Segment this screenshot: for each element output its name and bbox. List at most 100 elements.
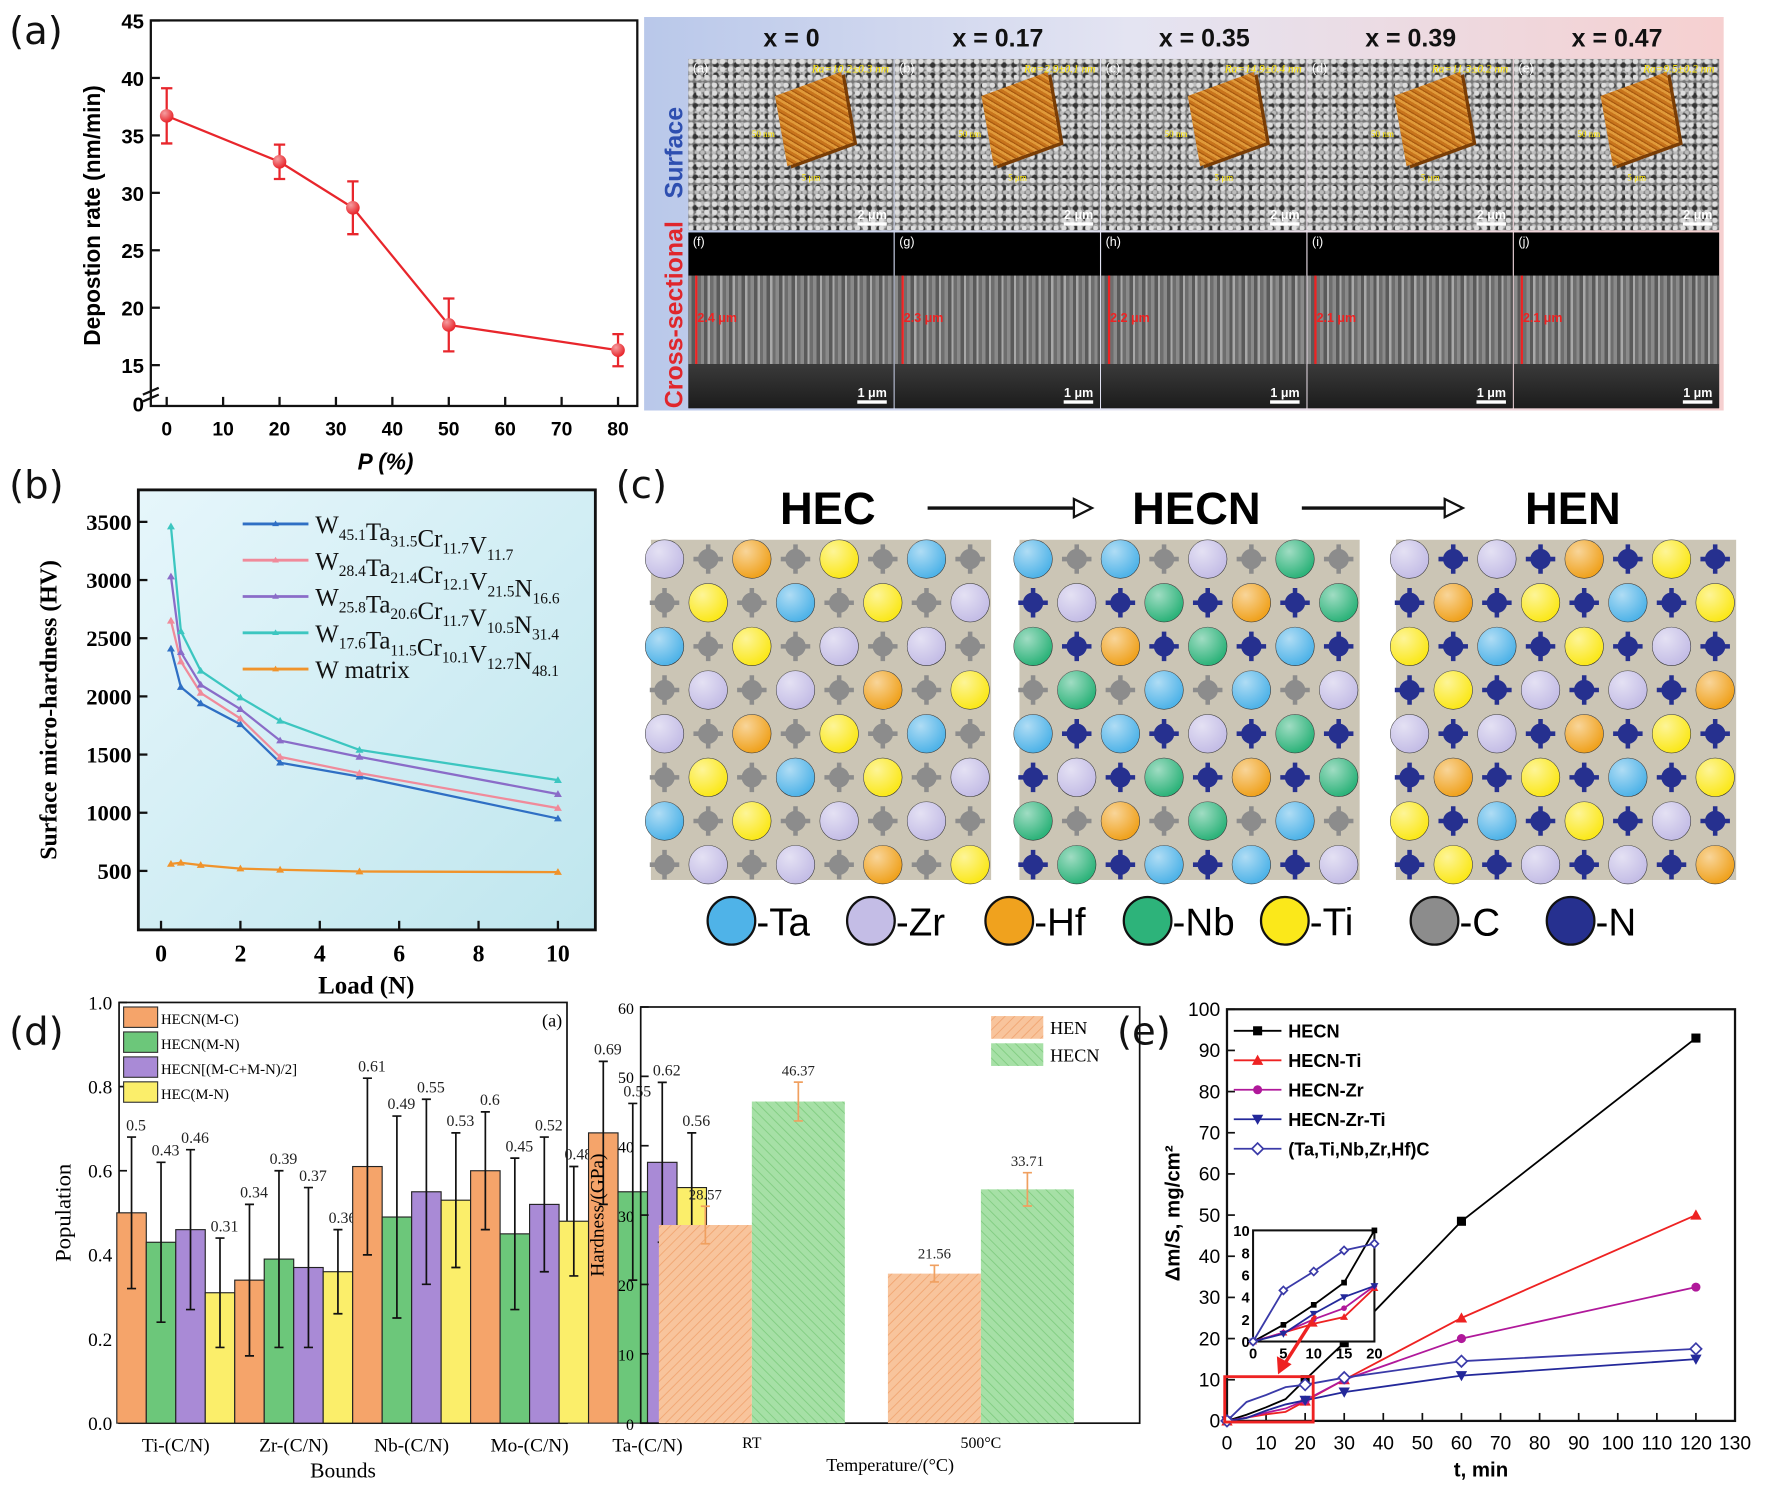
data-point: [1456, 1216, 1466, 1226]
data-point: [276, 758, 285, 766]
inset-x-tick-label: 5: [1279, 1347, 1287, 1363]
data-point: [553, 804, 562, 811]
data-point: [236, 864, 245, 872]
inset-y-tick-label: 2: [1241, 1313, 1249, 1329]
bar: [980, 1189, 1074, 1424]
atom-highlight: [1101, 801, 1140, 841]
nitrogen-atom: [1328, 723, 1349, 744]
atom-highlight: [1564, 627, 1604, 666]
atom-highlight: [1652, 627, 1691, 666]
atom-highlight: [950, 583, 990, 622]
data-point: [1250, 1141, 1265, 1156]
atom-highlight: [732, 714, 772, 753]
formula-element: V: [469, 641, 487, 668]
crystal-hecn: HECN: [1013, 483, 1360, 885]
afm-side-label: 5 μm: [1008, 172, 1027, 183]
atom-highlight: [776, 670, 815, 710]
atom-highlight: [1057, 758, 1097, 797]
bar: [887, 1273, 981, 1424]
y-tick-label: 0.0: [88, 1414, 112, 1435]
formula-subscript: 16.6: [533, 590, 560, 607]
data-point: [236, 720, 245, 728]
atom-highlight: [1319, 845, 1358, 884]
data-point: [553, 814, 562, 822]
carbon-atom: [828, 592, 850, 613]
carbon-atom: [741, 679, 763, 701]
formula-element: V: [469, 605, 487, 632]
atom-highlight: [1608, 758, 1648, 797]
cross-section-sem-image: (g) 2.3 μm 1 μm: [894, 232, 1100, 409]
panel-label-d: (d): [9, 1009, 64, 1055]
nitrogen-atom: [1486, 592, 1508, 613]
scale-bar: 1 μm: [1476, 387, 1506, 404]
atom-highlight: [1319, 758, 1358, 797]
atom-highlight: [1433, 758, 1473, 797]
data-point-highlight: [159, 109, 174, 123]
bar-value-label: 0.5: [126, 1117, 146, 1134]
x-tick-label: 50: [1412, 1433, 1433, 1454]
column-header: x = 0.39: [1365, 23, 1457, 53]
y-tick-label: 20: [121, 299, 144, 321]
category-label: Nb-(C/N): [374, 1436, 449, 1457]
surface-sem-image: (a) Ra=10.2±0.3 nm 2 μm 50 nm 5 μm: [688, 58, 894, 231]
x-tick-label: 0: [161, 419, 172, 440]
carbon-atom: [872, 810, 894, 832]
formula-element: Ta: [366, 555, 391, 582]
data-point: [166, 644, 175, 652]
atom-highlight: [819, 714, 859, 753]
data-point: [1299, 1395, 1311, 1406]
data-point: [1278, 1285, 1289, 1296]
y-tick-label: 1000: [86, 801, 131, 826]
atom-highlight: [1188, 539, 1227, 579]
data-point: [355, 752, 364, 760]
y-tick-label: 1500: [86, 743, 131, 768]
panel-label-a: (a): [9, 9, 63, 55]
atom-highlight: [1477, 627, 1517, 666]
inset-chart: 0 5 10 15 20 0 2 4 6 8 10: [1233, 1224, 1382, 1362]
thickness-label: 2.1 μm: [1316, 311, 1357, 326]
x-tick-label: 110: [1641, 1433, 1672, 1454]
y-axis-label: Surface micro-hardness (HV): [37, 560, 63, 860]
data-point: [1455, 1312, 1468, 1323]
nitrogen-atom: [1486, 679, 1508, 701]
y-tick-label: 90: [1199, 1041, 1220, 1062]
y-tick-label: 30: [618, 1209, 634, 1226]
atom-highlight: [1564, 714, 1604, 753]
data-point: [276, 752, 285, 760]
atom-highlight: [907, 539, 946, 579]
y-tick-label: 0.6: [88, 1162, 112, 1183]
carbon-atom: [828, 679, 850, 701]
carbon-atom: [697, 636, 719, 657]
legend-swatch: [984, 895, 1035, 946]
y-axis-label: Depostion rate (nm/min): [79, 85, 105, 346]
carbon-atom: [872, 723, 894, 744]
series-line: [1226, 1358, 1696, 1422]
error-bar: [392, 1115, 402, 1319]
thickness-marker: [1314, 275, 1317, 365]
atom-highlight: [688, 670, 728, 710]
x-tick-label: 0: [1222, 1433, 1233, 1454]
nitrogen-atom: [1284, 854, 1306, 875]
carbon-atom: [1153, 810, 1175, 832]
nitrogen-atom: [1284, 592, 1306, 613]
error-bar: [215, 1237, 225, 1349]
carbon-atom: [785, 723, 806, 744]
atom-highlight: [1101, 627, 1140, 666]
y-axis-label: Δm/S, mg/cm²: [1162, 1145, 1184, 1281]
column-header: x = 0.35: [1158, 23, 1250, 53]
data-point: [1456, 1334, 1466, 1344]
data-point: [1337, 1370, 1352, 1385]
nitrogen-atom: [1153, 636, 1175, 657]
afm-height-label: 50 nm: [1371, 129, 1394, 140]
roughness-label: Ra=10.2±0.3 nm: [811, 63, 890, 76]
column-header: x = 0.47: [1571, 23, 1663, 53]
y-tick-label: 50: [1199, 1206, 1220, 1227]
carbon-atom: [785, 636, 806, 657]
formula-subscript: 48.1: [532, 663, 559, 680]
atom-highlight: [863, 758, 903, 797]
roughness-label: Ra=14.9±0.4 nm: [1224, 63, 1302, 76]
scale-bar: 2 μm: [1476, 209, 1506, 226]
x-tick-label: 40: [1373, 1433, 1394, 1454]
inset-y-tick-label: 8: [1241, 1246, 1249, 1262]
